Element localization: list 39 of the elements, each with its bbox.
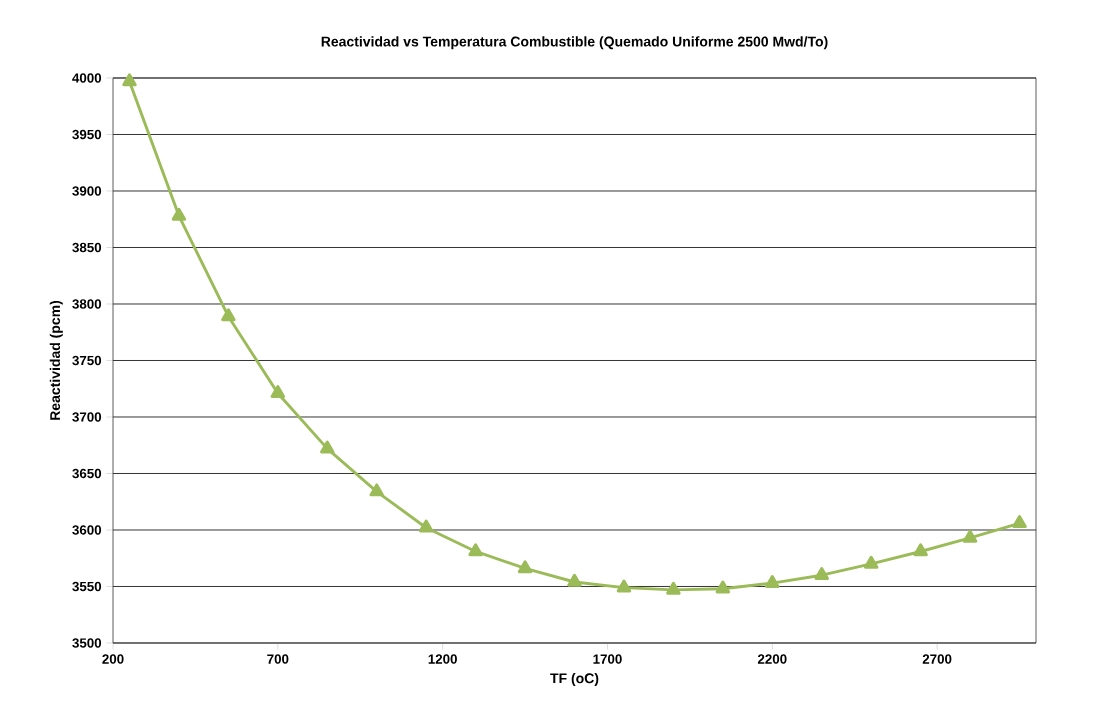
point — [122, 73, 137, 87]
y-tick-label: 3600 — [72, 525, 102, 535]
point — [715, 580, 731, 594]
y-tick-label: 3500 — [72, 638, 102, 648]
point — [320, 440, 335, 454]
chart-title: Reactividad vs Temperatura Combustible (Quemado Uniforme 2500 Mwd/To) — [321, 36, 828, 50]
y-tick-label: 3950 — [72, 129, 102, 140]
y-tick-label: 3800 — [72, 299, 102, 309]
point — [171, 207, 187, 221]
point — [567, 573, 582, 587]
y-tick-label: 3900 — [72, 186, 102, 196]
y-tick-label: 4000 — [72, 73, 102, 83]
x-axis-title: TF (oC) — [550, 672, 599, 687]
point — [517, 560, 533, 574]
point — [863, 555, 879, 569]
point — [666, 581, 681, 595]
x-tick-label: 2200 — [757, 654, 787, 664]
point — [1012, 515, 1027, 529]
point — [221, 308, 236, 322]
point — [814, 567, 829, 580]
point — [765, 574, 780, 588]
x-tick-label: 1200 — [428, 654, 457, 664]
y-axis-title: Reactividad (pcm) — [49, 300, 63, 420]
x-tick-label: 700 — [267, 654, 289, 664]
point — [616, 579, 632, 593]
point — [962, 529, 978, 543]
y-tick-label: 3700 — [72, 412, 102, 422]
y-tick-label: 3850 — [72, 242, 102, 253]
point — [468, 543, 483, 557]
y-tick-label: 3750 — [72, 355, 102, 366]
x-tick-label: 200 — [102, 654, 124, 664]
y-tick-label: 3650 — [72, 468, 102, 479]
point — [369, 483, 384, 497]
point — [913, 543, 928, 557]
x-tick-label: 1700 — [593, 654, 622, 664]
y-tick-label: 3550 — [72, 581, 102, 592]
point — [270, 385, 286, 399]
x-tick-label: 2700 — [922, 654, 952, 664]
point — [418, 519, 434, 533]
